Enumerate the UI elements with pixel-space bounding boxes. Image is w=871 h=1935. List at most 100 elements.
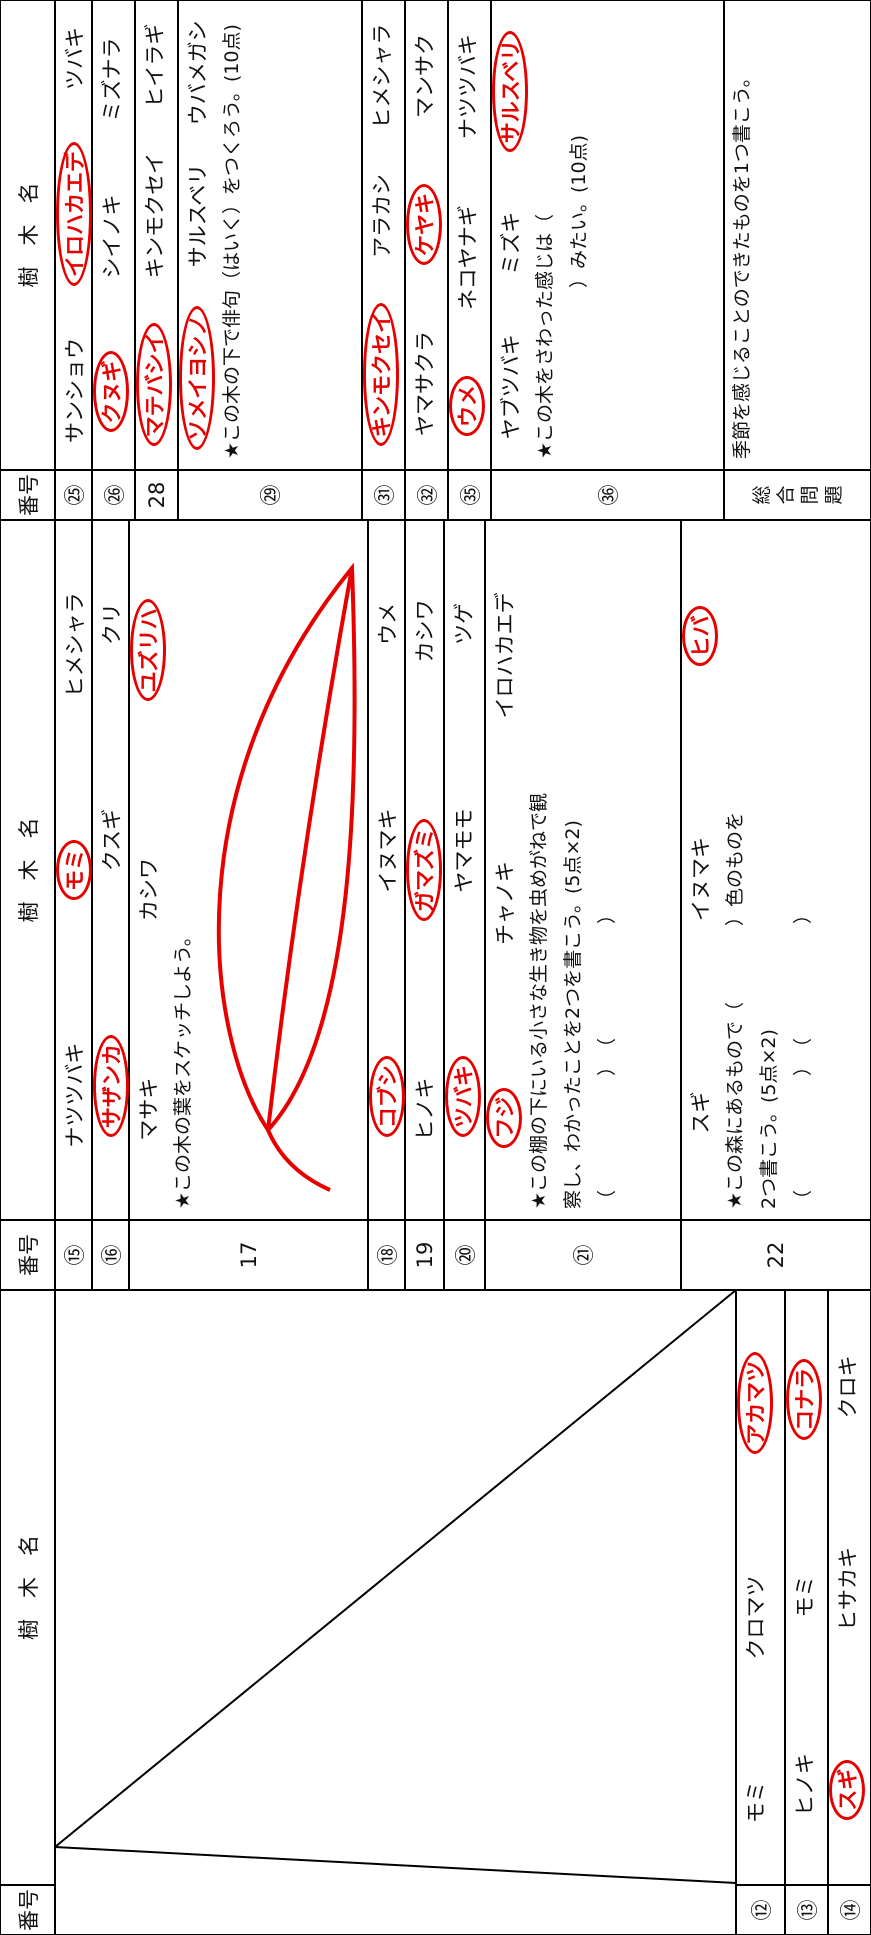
row-number-text: ㉟ — [458, 484, 483, 506]
row-number-text: 19 — [412, 1241, 437, 1269]
tree-name: ヤブツバキ — [499, 334, 523, 440]
row-number: ⑬ — [785, 1885, 828, 1935]
tree-name: カシワ — [413, 599, 437, 663]
prompt-line: ★この森にあるもので（ ）色のものを — [724, 811, 746, 1209]
prompt-line: （ ） （ ） — [596, 904, 618, 1209]
tree-names: ヒノキ モミ コナラ — [786, 1291, 822, 1884]
tree-name: アラカシ — [370, 173, 394, 258]
row-number: ⑯ — [92, 1220, 129, 1290]
tree-names: ウメ ネコヤナギ ナツツバキ — [449, 1, 485, 469]
row-number-text: ㉕ — [62, 484, 87, 506]
header-number: 番号 — [0, 470, 55, 520]
row-content: ツバキ ヤマモモ ツゲ — [444, 520, 485, 1220]
row-number: ⑱ — [368, 1220, 405, 1290]
row-content: キンモクセイ アラカシ ヒメシャラ — [362, 0, 405, 470]
header-number: 番号 — [0, 1885, 55, 1935]
row-content: マサキ カシワ ユズリハ ★この木の葉をスケッチしよう。 — [129, 520, 368, 1220]
tree-name: イロハカエデ — [493, 592, 517, 719]
header-number-text: 番号 — [16, 1889, 41, 1931]
tree-name-answer: コブシ — [369, 1056, 405, 1138]
tree-names: サザンカ クスギ クリ — [93, 521, 129, 1219]
row-number: ㉑ — [485, 1220, 681, 1290]
row-content: モミ クロマツ アカマツ — [736, 1290, 785, 1885]
tree-name: ウバメガシ — [186, 20, 210, 126]
row-content: ヤブツバキ ミズキ サルスベリ ★この木をさわった感じは（ ）みたい。(10点) — [491, 0, 724, 470]
tree-name: モミ — [744, 1781, 768, 1824]
header-name-text: 樹 木 名 — [16, 182, 41, 288]
tree-name: クロキ — [836, 1355, 860, 1419]
row-number-text: ⑮ — [62, 1244, 87, 1266]
tree-name-answer: サザンカ — [93, 1035, 129, 1138]
header-name-text: 樹 木 名 — [16, 817, 41, 923]
tree-names: サンショウ イロハカエデ ツバキ — [56, 1, 92, 469]
tree-names: ナツツバキ モミ ヒメシャラ — [56, 521, 92, 1219]
tree-names: ツバキ ヤマモモ ツゲ — [445, 521, 481, 1219]
row-number-text: ⑱ — [375, 1244, 400, 1266]
tree-name: キンモクセイ — [143, 152, 167, 279]
row-number: ㉛ — [362, 470, 405, 520]
row-number-text: 17 — [236, 1241, 261, 1269]
tree-name: ミズキ — [499, 211, 523, 275]
tree-name: クロマツ — [744, 1575, 768, 1660]
row-number-text: ㉖ — [102, 484, 127, 506]
tree-name: イヌマキ — [376, 808, 400, 893]
tree-names: コブシ イヌマキ ウメ — [369, 521, 405, 1219]
tree-name: マサキ — [137, 1077, 161, 1141]
row-number: 17 — [129, 1220, 368, 1290]
tree-names: フジ チャノキ イロハカエデ — [486, 521, 522, 1219]
row-content: フジ チャノキ イロハカエデ ★この棚の下にいる小さな生き物を虫めがねで観 察し、わかっ… — [485, 520, 681, 1220]
tree-names: ソメイヨシノ サルスベリ ウバメガシ — [179, 1, 215, 469]
tree-name: サンショウ — [63, 338, 87, 443]
tree-names: キンモクセイ アラカシ ヒメシャラ — [363, 1, 399, 469]
row-number: 22 — [681, 1220, 871, 1290]
row-number: ⑮ — [55, 1220, 92, 1290]
row-number: ㉟ — [448, 470, 491, 520]
tree-name: ツゲ — [452, 602, 476, 645]
row-number: ㉕ — [55, 470, 92, 520]
prompt-line: ★この木をさわった感じは（ — [534, 213, 556, 459]
row-number: ⑭ — [828, 1885, 871, 1935]
tree-names: ヤマサクラ ケヤキ マンサク — [406, 1, 442, 469]
row-content: スギ ヒサカキ クロキ — [828, 1290, 871, 1885]
tree-name-answer: ウメ — [449, 375, 485, 436]
tree-name-answer: イロハカエデ — [56, 142, 92, 286]
tree-name-answer: ソメイヨシノ — [179, 305, 215, 450]
row-number: 19 — [405, 1220, 444, 1290]
prompt-line: 季節を感じることのできたものを1つ書こう。 — [731, 68, 753, 459]
tree-names: ヒノキ ガマズミ カシワ — [406, 521, 442, 1219]
tree-name: ヒノキ — [413, 1077, 437, 1141]
header-number: 番号 — [0, 1220, 55, 1290]
tree-name-answer: サルスベリ — [492, 30, 528, 153]
tree-name: チャノキ — [493, 861, 517, 945]
row-content: 季節を感じることのできたものを1つ書こう。 — [724, 0, 871, 470]
row-content: サザンカ クスギ クリ — [92, 520, 129, 1220]
tree-name: ヒサカキ — [836, 1547, 860, 1632]
row-content: ナツツバキ モミ ヒメシャラ — [55, 520, 92, 1220]
row-content: コブシ イヌマキ ウメ — [368, 520, 405, 1220]
tree-name: クリ — [100, 602, 124, 645]
tree-name: ヤマサクラ — [413, 331, 437, 436]
row-number-text: 28 — [144, 481, 169, 509]
row-number-text: ⑬ — [795, 1899, 820, 1921]
tree-name-answer: キンモクセイ — [363, 303, 399, 447]
row-number: ㉖ — [92, 470, 135, 520]
header-name: 樹 木 名 — [0, 1290, 55, 1885]
tree-names: マテバシイ キンモクセイ ヒイラギ — [136, 1, 172, 469]
tree-name: ヒメシャラ — [370, 23, 394, 129]
row-number: ㉜ — [405, 470, 448, 520]
tree-name-answer: マテバシイ — [136, 323, 172, 447]
row-number-text: ⑳ — [453, 1244, 478, 1266]
tree-name-answer: スギ — [829, 1759, 865, 1820]
tree-name: クスギ — [100, 808, 124, 872]
prompt-line: ）みたい。(10点) — [568, 134, 590, 459]
row-content: ヤマサクラ ケヤキ マンサク — [405, 0, 448, 470]
tree-name: サルスベリ — [186, 163, 210, 268]
tree-names: クヌギ シイノキ ミズナラ — [93, 1, 129, 469]
blank-cell — [55, 1290, 736, 1935]
row-content: ソメイヨシノ サルスベリ ウバメガシ ★この木の下で俳句（はいく）をつくろう。(10点… — [178, 0, 362, 470]
row-content: ヒノキ モミ コナラ — [785, 1290, 828, 1885]
row-number-text: 総合問題 — [750, 485, 845, 505]
row-content: クヌギ シイノキ ミズナラ — [92, 0, 135, 470]
header-number-text: 番号 — [16, 474, 41, 516]
row-number-text: 22 — [764, 1241, 788, 1269]
